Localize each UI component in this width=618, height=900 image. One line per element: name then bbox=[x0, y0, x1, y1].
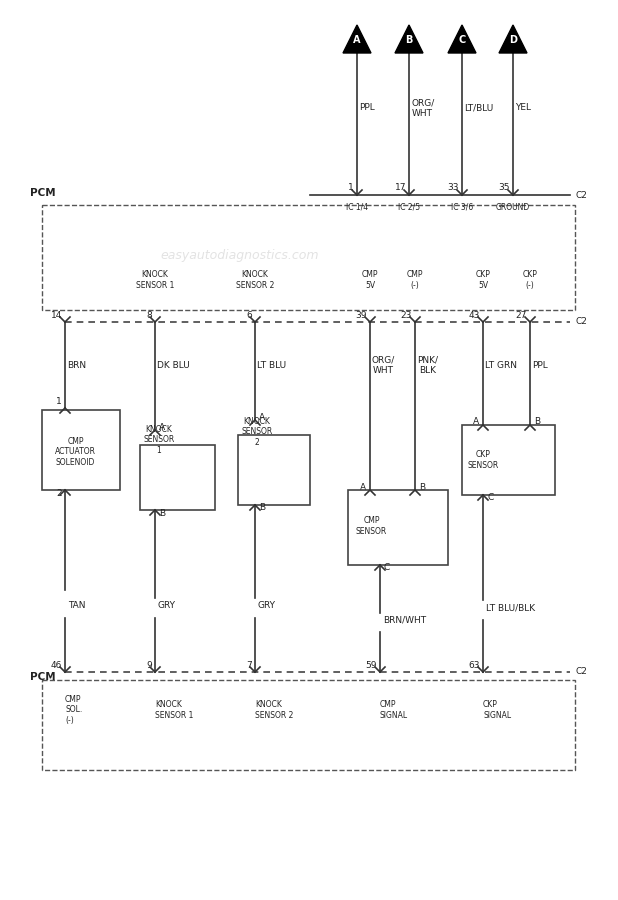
Text: CKP
SIGNAL: CKP SIGNAL bbox=[483, 700, 511, 720]
Text: A: A bbox=[360, 482, 366, 491]
Text: CMP
(-): CMP (-) bbox=[407, 270, 423, 290]
Text: C: C bbox=[487, 493, 493, 502]
Text: CKP
SENSOR: CKP SENSOR bbox=[467, 450, 498, 470]
Text: IC 3/6: IC 3/6 bbox=[451, 202, 473, 211]
Text: C2: C2 bbox=[575, 318, 587, 327]
Text: B: B bbox=[419, 482, 425, 491]
Text: 17: 17 bbox=[394, 184, 406, 193]
Text: 9: 9 bbox=[146, 662, 152, 670]
Text: LT/BLU: LT/BLU bbox=[464, 104, 493, 112]
Text: CMP
5V: CMP 5V bbox=[362, 270, 378, 290]
Text: PNK/
BLK: PNK/ BLK bbox=[417, 356, 438, 374]
Text: IC 2/5: IC 2/5 bbox=[398, 202, 420, 211]
Text: KNOCK
SENSOR 1: KNOCK SENSOR 1 bbox=[155, 700, 193, 720]
Text: 14: 14 bbox=[51, 310, 62, 320]
Polygon shape bbox=[395, 25, 423, 53]
Text: 6: 6 bbox=[246, 310, 252, 320]
Text: 59: 59 bbox=[365, 662, 377, 670]
Text: A: A bbox=[473, 418, 479, 427]
Text: IC 1/4: IC 1/4 bbox=[346, 202, 368, 211]
Text: LT BLU/BLK: LT BLU/BLK bbox=[486, 604, 535, 613]
Text: 23: 23 bbox=[400, 310, 412, 320]
Text: BRN: BRN bbox=[67, 361, 86, 370]
Text: KNOCK
SENSOR
1: KNOCK SENSOR 1 bbox=[143, 425, 174, 454]
Text: KNOCK
SENSOR 2: KNOCK SENSOR 2 bbox=[236, 270, 274, 290]
Polygon shape bbox=[343, 25, 371, 53]
Text: LT BLU: LT BLU bbox=[257, 361, 286, 370]
Text: BRN/WHT: BRN/WHT bbox=[383, 616, 426, 625]
Text: 2: 2 bbox=[56, 489, 62, 498]
Text: KNOCK
SENSOR 2: KNOCK SENSOR 2 bbox=[255, 700, 294, 720]
Text: easyautodiagnostics.com: easyautodiagnostics.com bbox=[161, 248, 320, 262]
Text: C2: C2 bbox=[575, 668, 587, 677]
Text: CKP
5V: CKP 5V bbox=[476, 270, 491, 290]
Text: LT GRN: LT GRN bbox=[485, 361, 517, 370]
Text: B: B bbox=[405, 35, 413, 45]
Polygon shape bbox=[448, 25, 476, 53]
Text: C2: C2 bbox=[575, 191, 587, 200]
Text: KNOCK
SENSOR 1: KNOCK SENSOR 1 bbox=[136, 270, 174, 290]
Text: PCM: PCM bbox=[30, 672, 56, 682]
Text: PPL: PPL bbox=[532, 361, 548, 370]
Text: 7: 7 bbox=[246, 662, 252, 670]
Text: C: C bbox=[384, 563, 390, 572]
Text: 8: 8 bbox=[146, 310, 152, 320]
Text: 46: 46 bbox=[51, 662, 62, 670]
Text: CMP
SENSOR: CMP SENSOR bbox=[356, 517, 387, 535]
Text: 1: 1 bbox=[56, 398, 62, 407]
Text: ORG/
WHT: ORG/ WHT bbox=[372, 356, 396, 374]
Text: PCM: PCM bbox=[30, 188, 56, 198]
Text: 43: 43 bbox=[468, 310, 480, 320]
Text: 63: 63 bbox=[468, 662, 480, 670]
Polygon shape bbox=[499, 25, 527, 53]
Text: CKP
(-): CKP (-) bbox=[523, 270, 538, 290]
Text: CMP
SOL.
(-): CMP SOL. (-) bbox=[65, 695, 82, 725]
Text: 27: 27 bbox=[515, 310, 527, 320]
Text: B: B bbox=[159, 508, 165, 518]
Text: B: B bbox=[259, 503, 265, 512]
Text: YEL: YEL bbox=[515, 104, 531, 112]
Text: D: D bbox=[509, 35, 517, 45]
Text: GRY: GRY bbox=[258, 600, 276, 609]
Text: 33: 33 bbox=[447, 184, 459, 193]
Text: TAN: TAN bbox=[68, 600, 85, 609]
Text: KNOCK
SENSOR
2: KNOCK SENSOR 2 bbox=[241, 417, 273, 447]
Text: GROUND: GROUND bbox=[496, 202, 530, 211]
Text: 39: 39 bbox=[355, 310, 367, 320]
Text: CMP
ACTUATOR
SOLENOID: CMP ACTUATOR SOLENOID bbox=[55, 437, 96, 467]
Text: C: C bbox=[459, 35, 465, 45]
Text: PPL: PPL bbox=[359, 104, 375, 112]
Text: A: A bbox=[259, 412, 265, 421]
Text: GRY: GRY bbox=[158, 600, 176, 609]
Text: 1: 1 bbox=[349, 184, 354, 193]
Text: ORG/
WHT: ORG/ WHT bbox=[411, 98, 434, 118]
Text: DK BLU: DK BLU bbox=[157, 361, 190, 370]
Text: CMP
SIGNAL: CMP SIGNAL bbox=[380, 700, 408, 720]
Text: 35: 35 bbox=[499, 184, 510, 193]
Text: A: A bbox=[353, 35, 361, 45]
Text: A: A bbox=[159, 422, 165, 431]
Text: B: B bbox=[534, 418, 540, 427]
